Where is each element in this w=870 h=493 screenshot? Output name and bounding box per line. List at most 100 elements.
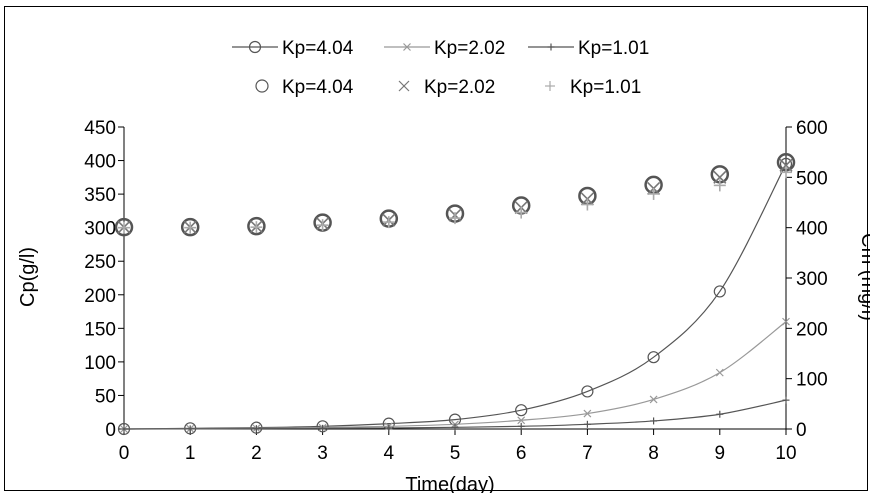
x-tick-label: 7 bbox=[582, 443, 593, 464]
marker-circle bbox=[247, 216, 266, 236]
marker-circle bbox=[114, 217, 134, 237]
y-tick-label: 100 bbox=[84, 353, 116, 374]
marker-circle bbox=[515, 404, 528, 417]
y2-tick-label: 0 bbox=[796, 420, 807, 441]
marker-x bbox=[649, 395, 658, 404]
legend-item: Kp=4.04 bbox=[232, 38, 354, 59]
legend-label: Kp=1.01 bbox=[570, 77, 641, 98]
series-line bbox=[123, 163, 787, 430]
marker-x-stroke bbox=[583, 409, 592, 418]
x-axis-label: Time(day) bbox=[405, 474, 494, 493]
legend: Kp=4.04 Kp=2.02 Kp=1.01 Kp=4.04 Kp=2.02 Kp=1.… bbox=[232, 38, 649, 98]
marker-circle bbox=[713, 285, 726, 298]
marker-plus bbox=[382, 216, 395, 229]
marker-plus bbox=[583, 420, 591, 428]
marker-plus bbox=[449, 212, 461, 225]
legend-item: Kp=2.02 bbox=[384, 38, 505, 59]
y2-tick-label: 300 bbox=[796, 269, 828, 290]
marker-x-stroke bbox=[649, 395, 658, 404]
marker-plus bbox=[316, 219, 329, 232]
marker-x bbox=[583, 409, 592, 418]
legend-label: Kp=2.02 bbox=[424, 77, 495, 98]
marker-plus bbox=[451, 423, 459, 431]
y-tick-label: 300 bbox=[84, 219, 116, 240]
legend-label: Kp=4.04 bbox=[282, 38, 354, 59]
y2-tick-label: 200 bbox=[796, 319, 828, 340]
marker-plus bbox=[184, 221, 197, 234]
marker-circle bbox=[581, 385, 594, 398]
x-tick-label: 5 bbox=[450, 443, 461, 464]
marker-plus bbox=[252, 425, 260, 433]
marker-plus bbox=[118, 221, 130, 234]
legend-item: Kp=2.02 bbox=[398, 77, 495, 98]
x-tick-label: 8 bbox=[648, 443, 659, 464]
x-tick-label: 2 bbox=[251, 443, 262, 464]
marker-plus bbox=[385, 424, 393, 432]
marker-plus bbox=[782, 396, 790, 404]
y-tick-label: 450 bbox=[84, 118, 116, 139]
y2-tick-label: 600 bbox=[796, 118, 828, 139]
marker-x bbox=[782, 317, 790, 326]
y-tick-label: 250 bbox=[84, 252, 116, 273]
axes: 0501001502002503003504004500100200300400… bbox=[84, 118, 827, 464]
marker-x bbox=[779, 158, 793, 172]
legend-label: Kp=1.01 bbox=[578, 38, 649, 59]
marker-plus bbox=[515, 206, 528, 219]
legend-item: Kp=1.01 bbox=[528, 38, 649, 59]
x-tick-label: 1 bbox=[185, 443, 196, 464]
marker-plus bbox=[319, 424, 327, 432]
marker-x-stroke bbox=[779, 158, 793, 172]
marker-plus bbox=[581, 198, 594, 211]
plot-area bbox=[114, 152, 796, 436]
marker-plus bbox=[713, 179, 726, 192]
marker-plus bbox=[545, 81, 555, 91]
marker-circle bbox=[248, 40, 262, 54]
series-0 bbox=[117, 157, 793, 436]
marker-plus bbox=[250, 221, 263, 234]
marker-x-stroke bbox=[403, 43, 411, 51]
y2-tick-label: 400 bbox=[796, 219, 828, 240]
series-1 bbox=[120, 317, 790, 433]
series-3 bbox=[114, 152, 796, 237]
y2-tick-label: 100 bbox=[796, 370, 828, 391]
marker-circle bbox=[647, 351, 660, 364]
marker-x bbox=[715, 368, 724, 377]
marker-x bbox=[398, 80, 410, 92]
x-tick-label: 10 bbox=[775, 443, 796, 464]
series-2 bbox=[120, 396, 790, 433]
marker-x-stroke bbox=[782, 317, 790, 326]
y-tick-label: 400 bbox=[84, 152, 116, 173]
marker-x-stroke bbox=[398, 80, 410, 92]
x-tick-label: 3 bbox=[317, 443, 328, 464]
x-tick-label: 9 bbox=[715, 443, 726, 464]
x-tick-label: 4 bbox=[384, 443, 395, 464]
x-tick-label: 6 bbox=[516, 443, 527, 464]
marker-x bbox=[403, 43, 411, 51]
marker-circle bbox=[250, 421, 263, 434]
marker-plus bbox=[780, 166, 792, 179]
marker-circle bbox=[255, 79, 269, 93]
marker-x bbox=[517, 416, 526, 425]
legend-item: Kp=4.04 bbox=[255, 77, 354, 98]
marker-x-stroke bbox=[713, 170, 727, 184]
marker-circle bbox=[180, 217, 200, 237]
legend-label: Kp=4.04 bbox=[282, 77, 354, 98]
y-axis-label: Cp(g/l) bbox=[17, 247, 39, 307]
y-tick-label: 50 bbox=[95, 386, 116, 407]
legend-label: Kp=2.02 bbox=[434, 38, 505, 59]
marker-plus bbox=[120, 425, 128, 433]
series-5 bbox=[118, 166, 792, 234]
y-tick-label: 200 bbox=[84, 286, 116, 307]
y-tick-label: 350 bbox=[84, 185, 116, 206]
marker-plus bbox=[517, 422, 525, 430]
marker-plus bbox=[716, 410, 724, 418]
marker-x-stroke bbox=[715, 368, 724, 377]
marker-x bbox=[713, 170, 727, 184]
y-tick-label: 0 bbox=[105, 420, 116, 441]
marker-plus bbox=[186, 425, 194, 433]
series-line bbox=[123, 321, 787, 430]
marker-plus bbox=[650, 417, 658, 425]
legend-item: Kp=1.01 bbox=[545, 77, 641, 98]
x-tick-label: 0 bbox=[119, 443, 130, 464]
